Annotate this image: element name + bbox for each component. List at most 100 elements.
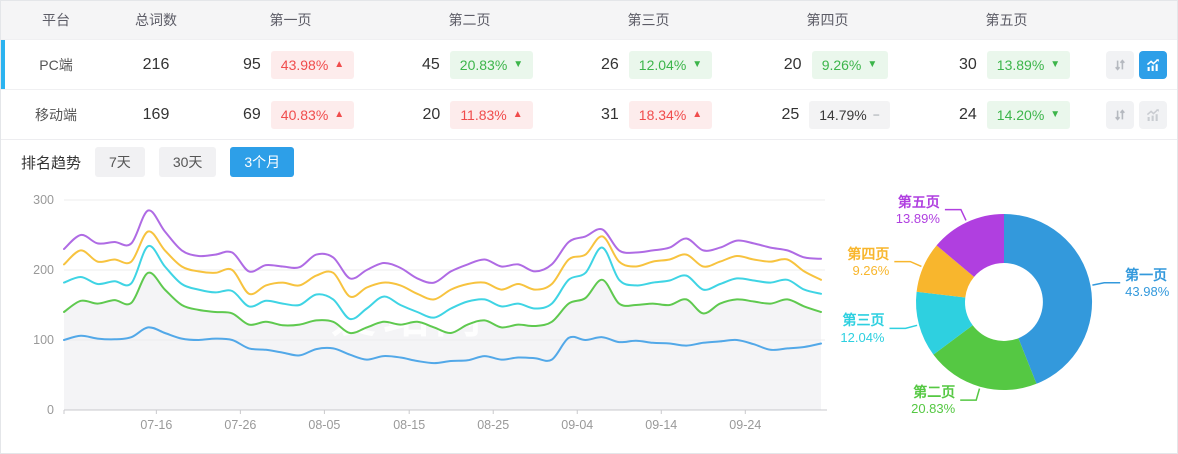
- trend-chart-icon: [1146, 108, 1159, 121]
- page-2-cell: 20 11.83% ▲: [380, 100, 559, 129]
- trend-range-tabs: 7天 30天 3个月: [95, 147, 295, 177]
- sort-button[interactable]: [1106, 50, 1134, 79]
- y-tick-label: 200: [33, 263, 54, 277]
- column-header-0: 平台: [42, 12, 70, 28]
- page-2-cell: 45 20.83% ▼: [380, 50, 559, 79]
- change-badge: 40.83% ▲: [270, 100, 355, 129]
- pie-slice-1: [1004, 213, 1093, 384]
- watermark-text: 爱站网: [331, 290, 487, 342]
- trend-up-icon: ▲: [512, 108, 523, 120]
- pie-slice-4: [916, 245, 975, 298]
- change-percent: 11.83%: [460, 106, 507, 123]
- pie-slice-3: [915, 291, 973, 355]
- line-series-4: [63, 230, 822, 301]
- tab-range-1[interactable]: 30天: [158, 147, 217, 177]
- pie-callout-line: [960, 388, 981, 401]
- total-words: 169: [142, 105, 170, 123]
- tab-range-0[interactable]: 7天: [95, 147, 145, 177]
- page-count: 26: [601, 55, 619, 73]
- table-row-移动端[interactable]: 移动端 169 69 40.83% ▲ 20 11.83% ▲ 31 18.34% ▲ 25 14.79…: [1, 89, 1177, 139]
- pie-slice-2: [933, 325, 1037, 391]
- change-badge: 12.04% ▼: [628, 50, 713, 79]
- pie-label-4: 第四页 9.26%: [847, 245, 889, 280]
- pie-label-value: 9.26%: [852, 262, 890, 278]
- trend-down-icon: ▼: [867, 58, 878, 70]
- change-percent: 13.89%: [996, 56, 1045, 73]
- change-badge: 13.89% ▼: [986, 50, 1071, 79]
- pie-callout-line: [889, 324, 918, 330]
- pie-label-name: 第二页: [913, 384, 956, 401]
- page-count: 25: [781, 105, 800, 123]
- pie-callout-line: [1092, 282, 1121, 286]
- pie-label-5: 第五页 13.89%: [896, 193, 940, 228]
- trend-down-icon: ▼: [513, 58, 524, 70]
- pie-label-2: 第二页 20.83%: [911, 383, 955, 418]
- page-5-cell: 24 14.20% ▼: [917, 100, 1096, 129]
- change-badge: 43.98% ▲: [270, 50, 355, 79]
- pie-slice-5: [936, 214, 1004, 277]
- trend-title: 排名趋势: [21, 154, 82, 172]
- page-distribution-donut-chart: 第一页 43.98% 第二页 20.83% 第三页 12.04% 第四页 9.26% 第五页 13…: [831, 184, 1177, 453]
- x-tick-label: 07-16: [140, 418, 172, 432]
- page-1-cell: 95 43.98% ▲: [201, 50, 380, 79]
- page-count: 69: [243, 105, 261, 123]
- pie-callout-line: [894, 260, 922, 268]
- pie-label-1: 第一页 43.98%: [1125, 266, 1169, 301]
- line-series-2: [63, 271, 822, 335]
- pie-label-name: 第一页: [1125, 266, 1168, 283]
- total-words: 216: [142, 55, 170, 73]
- platform-name: 移动端: [35, 106, 77, 123]
- x-tick-label: 08-15: [393, 418, 425, 432]
- trend-up-icon: ▲: [334, 108, 345, 120]
- page-3-cell: 26 12.04% ▼: [559, 50, 738, 79]
- charts-area: 爱站网 07-16 07-26 08-05 08-15 08-25 09-04 09-14 09…: [1, 184, 1177, 453]
- column-header-3: 第二页: [448, 12, 491, 28]
- page-count: 20: [783, 55, 802, 73]
- pie-label-3: 第三页 12.04%: [840, 311, 884, 346]
- change-badge: 18.34% ▲: [628, 100, 713, 129]
- trend-down-icon: ▼: [1050, 58, 1061, 70]
- page-3-cell: 31 18.34% ▲: [559, 100, 738, 129]
- sort-button[interactable]: [1106, 100, 1134, 129]
- show-trend-chart-button[interactable]: [1139, 50, 1167, 79]
- change-percent: 12.04%: [638, 56, 687, 73]
- column-header-4: 第三页: [627, 12, 670, 28]
- rank-trend-line-chart: 爱站网 07-16 07-26 08-05 08-15 08-25 09-04 09-14 09…: [1, 184, 831, 453]
- column-header-6: 第五页: [985, 12, 1028, 28]
- pie-label-name: 第五页: [897, 193, 940, 210]
- table-row-PC端[interactable]: PC端 216 95 43.98% ▲ 45 20.83% ▼ 26 12.04% ▼ 20 9.26%…: [1, 39, 1177, 89]
- x-tick-label: 08-25: [477, 418, 509, 432]
- up-down-arrows-icon: [1115, 108, 1125, 121]
- x-tick-label: 09-04: [561, 418, 593, 432]
- tab-range-2[interactable]: 3个月: [230, 147, 295, 177]
- pie-label-value: 13.89%: [895, 210, 940, 226]
- page-count: 30: [959, 55, 977, 73]
- change-percent: 14.79%: [819, 106, 867, 123]
- trend-up-icon: ▲: [692, 108, 703, 120]
- up-down-arrows-icon: [1115, 58, 1125, 71]
- change-badge: 14.79% −: [809, 100, 890, 129]
- column-header-2: 第一页: [269, 12, 312, 28]
- change-badge: 11.83% ▲: [450, 100, 533, 129]
- change-percent: 40.83%: [280, 106, 329, 123]
- trend-chart-icon: [1146, 58, 1159, 71]
- x-tick-label: 08-05: [308, 418, 340, 432]
- area-fill: [64, 272, 821, 410]
- page-count: 20: [422, 105, 441, 123]
- page-count: 45: [422, 55, 440, 73]
- page-count: 31: [601, 105, 619, 123]
- trend-down-icon: ▼: [692, 58, 703, 70]
- pie-label-name: 第四页: [847, 245, 890, 262]
- show-trend-chart-button[interactable]: [1139, 100, 1167, 129]
- column-header-1: 总词数: [135, 12, 177, 28]
- page-5-cell: 30 13.89% ▼: [917, 50, 1096, 79]
- pie-callout-line: [944, 208, 967, 221]
- y-tick-label: 0: [47, 403, 54, 417]
- change-percent: 14.20%: [996, 106, 1045, 123]
- platform-name: PC端: [39, 56, 73, 73]
- donut-chart-svg: [889, 208, 1121, 401]
- pie-label-value: 20.83%: [911, 401, 956, 417]
- y-tick-label: 300: [33, 193, 54, 207]
- line-chart-svg: 爱站网 07-16 07-26 08-05 08-15 08-25 09-04 09-14 09…: [33, 193, 827, 432]
